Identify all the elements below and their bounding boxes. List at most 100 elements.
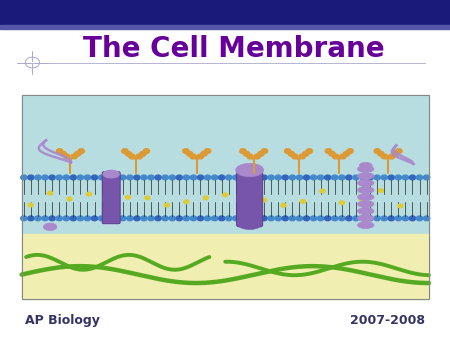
Circle shape: [136, 154, 142, 159]
Circle shape: [303, 216, 310, 221]
Circle shape: [333, 154, 339, 159]
Circle shape: [169, 175, 176, 180]
Ellipse shape: [357, 222, 374, 228]
Circle shape: [374, 216, 380, 221]
Circle shape: [324, 216, 331, 221]
Ellipse shape: [357, 201, 374, 208]
Circle shape: [212, 175, 218, 180]
Circle shape: [324, 175, 331, 180]
Circle shape: [129, 154, 135, 159]
Circle shape: [134, 216, 140, 221]
Ellipse shape: [357, 194, 374, 200]
Circle shape: [71, 154, 77, 159]
Circle shape: [310, 216, 317, 221]
Circle shape: [148, 216, 154, 221]
Circle shape: [120, 175, 126, 180]
Ellipse shape: [357, 215, 374, 221]
Circle shape: [134, 175, 140, 180]
Circle shape: [28, 216, 34, 221]
Circle shape: [343, 151, 350, 156]
Circle shape: [388, 175, 394, 180]
Circle shape: [99, 175, 105, 180]
Circle shape: [381, 175, 387, 180]
Circle shape: [78, 149, 85, 153]
Circle shape: [261, 149, 268, 153]
Circle shape: [143, 149, 149, 153]
Circle shape: [303, 175, 310, 180]
Bar: [22, 95, 429, 299]
Circle shape: [423, 216, 430, 221]
Circle shape: [91, 175, 98, 180]
Circle shape: [204, 216, 211, 221]
Circle shape: [243, 151, 250, 156]
Circle shape: [289, 216, 296, 221]
Circle shape: [261, 175, 267, 180]
Circle shape: [28, 203, 33, 207]
Circle shape: [63, 175, 69, 180]
Circle shape: [288, 151, 294, 156]
Circle shape: [382, 154, 388, 159]
Circle shape: [395, 175, 401, 180]
Circle shape: [292, 154, 298, 159]
Circle shape: [122, 149, 128, 153]
Circle shape: [275, 216, 281, 221]
Circle shape: [268, 175, 274, 180]
Text: The Cell Membrane: The Cell Membrane: [83, 35, 385, 63]
Ellipse shape: [103, 170, 119, 178]
Circle shape: [35, 216, 41, 221]
Circle shape: [389, 154, 395, 159]
Circle shape: [56, 175, 63, 180]
Circle shape: [410, 216, 416, 221]
Circle shape: [67, 197, 72, 201]
Circle shape: [184, 200, 189, 204]
Circle shape: [347, 149, 353, 153]
Circle shape: [423, 175, 430, 180]
Ellipse shape: [357, 166, 374, 172]
Circle shape: [284, 149, 291, 153]
Circle shape: [254, 154, 261, 159]
Text: AP Biology: AP Biology: [25, 314, 99, 327]
Circle shape: [378, 189, 383, 192]
Circle shape: [296, 216, 302, 221]
Circle shape: [77, 175, 84, 180]
Bar: [22, 234, 429, 299]
Circle shape: [254, 175, 260, 180]
Circle shape: [190, 175, 197, 180]
Circle shape: [223, 193, 228, 197]
Circle shape: [225, 175, 232, 180]
Circle shape: [219, 175, 225, 180]
Circle shape: [176, 175, 182, 180]
Circle shape: [317, 216, 324, 221]
Circle shape: [198, 216, 204, 221]
Circle shape: [340, 154, 346, 159]
Circle shape: [148, 175, 154, 180]
Circle shape: [120, 216, 126, 221]
Circle shape: [247, 175, 253, 180]
Circle shape: [359, 197, 364, 200]
Circle shape: [310, 175, 317, 180]
Circle shape: [204, 149, 211, 153]
Circle shape: [332, 216, 338, 221]
Circle shape: [48, 191, 53, 195]
Circle shape: [247, 154, 253, 159]
Circle shape: [381, 216, 387, 221]
Circle shape: [105, 216, 112, 221]
Circle shape: [353, 175, 359, 180]
Circle shape: [63, 216, 69, 221]
Circle shape: [183, 216, 189, 221]
Circle shape: [21, 175, 27, 180]
Circle shape: [258, 151, 264, 156]
Circle shape: [339, 175, 345, 180]
Circle shape: [317, 175, 324, 180]
Circle shape: [299, 154, 305, 159]
Circle shape: [91, 216, 98, 221]
Circle shape: [186, 151, 193, 156]
Ellipse shape: [43, 223, 57, 231]
Circle shape: [126, 195, 130, 199]
Circle shape: [219, 216, 225, 221]
Circle shape: [339, 201, 345, 204]
FancyBboxPatch shape: [102, 172, 120, 224]
Circle shape: [416, 175, 423, 180]
Circle shape: [21, 216, 27, 221]
Circle shape: [197, 154, 203, 159]
